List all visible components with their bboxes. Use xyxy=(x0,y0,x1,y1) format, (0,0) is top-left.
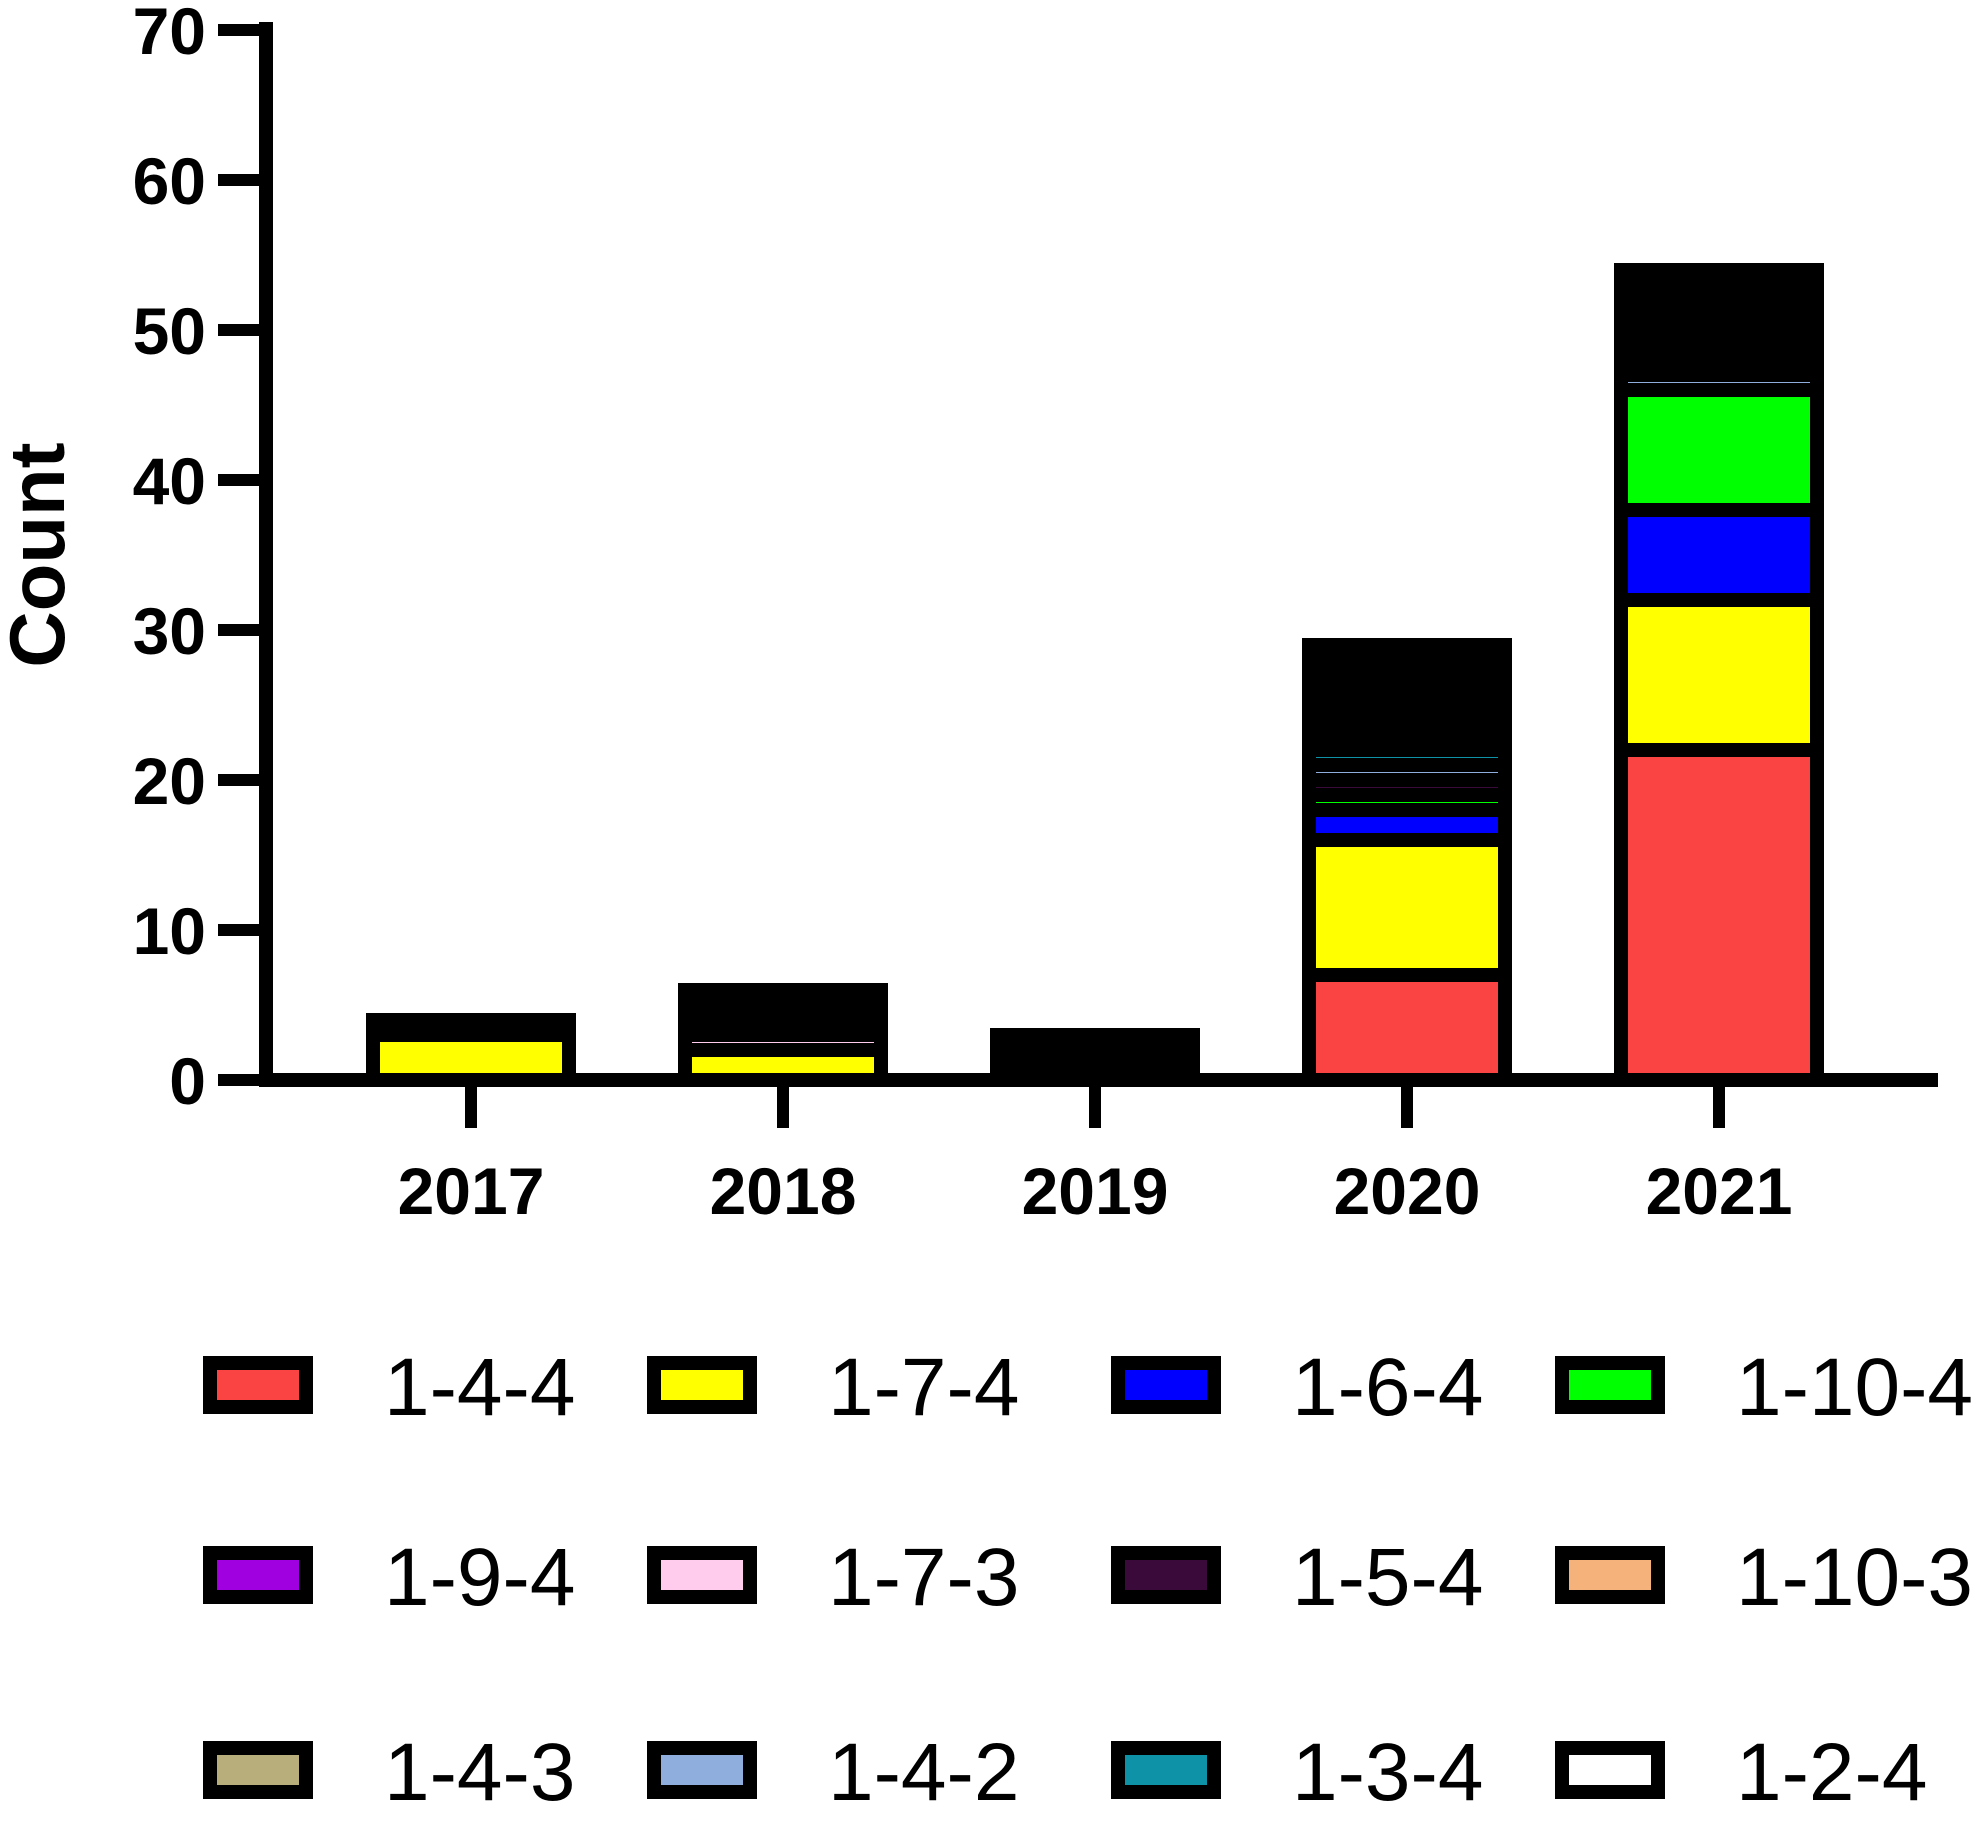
legend-label-1-3-4: 1-3-4 xyxy=(1292,1727,1483,1818)
legend-label-1-9-4: 1-9-4 xyxy=(384,1532,575,1623)
y-tick-label-10: 10 xyxy=(133,894,206,968)
legend-swatch-1-6-4 xyxy=(1111,1356,1221,1414)
bar-segment-2020-1-7-4 xyxy=(1302,833,1512,982)
y-tick-label-20: 20 xyxy=(133,744,206,818)
legend-swatch-1-2-4 xyxy=(1555,1741,1665,1799)
bar-segment-2021-1-4-4 xyxy=(1614,743,1824,1087)
legend-label-1-6-4: 1-6-4 xyxy=(1292,1342,1483,1433)
legend-swatch-1-4-4 xyxy=(203,1356,313,1414)
y-tick-label-70: 70 xyxy=(133,0,206,68)
bar-segment-2018-other xyxy=(678,983,888,1042)
bar-segment-2021-other xyxy=(1614,263,1824,382)
y-tick-label-0: 0 xyxy=(169,1044,206,1118)
legend-swatch-1-9-4 xyxy=(203,1546,313,1604)
bar-segment-2019-other xyxy=(990,1028,1200,1087)
bar-segment-2021-1-6-4 xyxy=(1614,503,1824,607)
y-tick-label-30: 30 xyxy=(133,594,206,668)
bar-segment-2021-1-7-4 xyxy=(1614,593,1824,757)
legend-swatch-1-5-4 xyxy=(1111,1546,1221,1604)
bar-segment-2021-1-10-4 xyxy=(1614,383,1824,517)
x-ticks-group: 2017 2018 2019 2020 2021 xyxy=(398,1080,1793,1228)
legend-swatch-1-7-3 xyxy=(647,1546,757,1604)
legend-label-1-10-4: 1-10-4 xyxy=(1736,1342,1973,1433)
y-axis-title: Count xyxy=(0,442,81,667)
x-tick-label-2019: 2019 xyxy=(1022,1154,1169,1228)
legend-label-1-7-4: 1-7-4 xyxy=(828,1342,1019,1433)
y-ticks-group: 0 10 20 30 40 50 60 70 xyxy=(133,0,266,1118)
legend-swatch-1-3-4 xyxy=(1111,1741,1221,1799)
legend-swatch-1-7-4 xyxy=(647,1356,757,1414)
legend-swatch-1-4-2 xyxy=(647,1741,757,1799)
legend-swatch-1-4-3 xyxy=(203,1741,313,1799)
legend-label-1-4-3: 1-4-3 xyxy=(384,1727,575,1818)
y-tick-label-50: 50 xyxy=(133,294,206,368)
bar-segment-2020-other xyxy=(1302,638,1512,757)
legend-label-1-7-3: 1-7-3 xyxy=(828,1532,1019,1623)
legend-label-1-10-3: 1-10-3 xyxy=(1736,1532,1973,1623)
bar-segment-2020-1-4-4 xyxy=(1302,968,1512,1087)
legend: 1-4-4 1-7-4 1-6-4 1-10-4 1-9-4 1-7-3 1-5-4 1-10… xyxy=(203,1342,1973,1818)
legend-label-1-5-4: 1-5-4 xyxy=(1292,1532,1483,1623)
y-tick-label-40: 40 xyxy=(133,444,206,518)
bar-segment-2017-other xyxy=(366,1013,576,1042)
x-tick-label-2021: 2021 xyxy=(1646,1154,1793,1228)
x-tick-label-2020: 2020 xyxy=(1334,1154,1481,1228)
legend-label-1-2-4: 1-2-4 xyxy=(1736,1727,1927,1818)
legend-label-1-4-2: 1-4-2 xyxy=(828,1727,1019,1818)
legend-swatch-1-10-3 xyxy=(1555,1546,1665,1604)
bars-group xyxy=(366,263,1824,1087)
y-tick-label-60: 60 xyxy=(133,144,206,218)
legend-swatch-1-10-4 xyxy=(1555,1356,1665,1414)
legend-label-1-4-4: 1-4-4 xyxy=(384,1342,575,1433)
x-tick-label-2018: 2018 xyxy=(710,1154,857,1228)
x-tick-label-2017: 2017 xyxy=(398,1154,545,1228)
